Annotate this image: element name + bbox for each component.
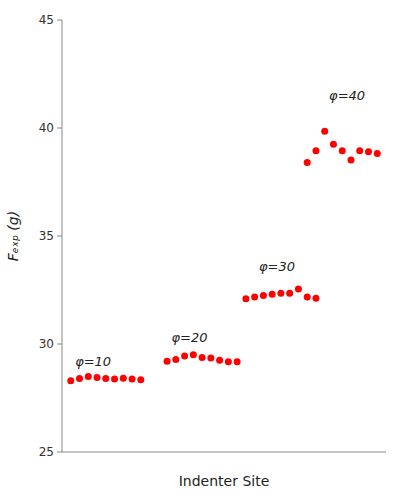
point — [347, 156, 354, 163]
points — [67, 128, 380, 384]
point — [312, 295, 319, 302]
point — [129, 375, 136, 382]
y-tick — [57, 20, 62, 21]
point — [312, 147, 319, 154]
point — [85, 373, 92, 380]
point — [321, 128, 328, 135]
annotation: φ=30 — [259, 259, 295, 274]
y-tick — [57, 236, 62, 237]
point — [295, 285, 302, 292]
y-tick — [57, 344, 62, 345]
point — [137, 376, 144, 383]
x-axis-label: Indenter Site — [179, 473, 270, 489]
annotation: φ=40 — [329, 88, 365, 103]
point — [181, 352, 188, 359]
annotation: φ=20 — [171, 330, 207, 345]
y-tick-label: 45 — [39, 13, 54, 27]
point — [365, 148, 372, 155]
point — [102, 375, 109, 382]
point — [67, 377, 74, 384]
point — [111, 375, 118, 382]
y-tick-label: 35 — [39, 229, 54, 243]
point — [251, 293, 258, 300]
x-axis-line — [62, 452, 386, 453]
point — [225, 358, 232, 365]
point — [172, 356, 179, 363]
y-tick-label: 25 — [39, 445, 54, 459]
point — [269, 291, 276, 298]
point — [339, 147, 346, 154]
point — [330, 141, 337, 148]
y-tick — [57, 128, 62, 129]
point — [76, 375, 83, 382]
point — [277, 290, 284, 297]
annotation: φ=10 — [75, 354, 111, 369]
y-tick-label: 40 — [39, 121, 54, 135]
point — [304, 293, 311, 300]
point — [374, 150, 381, 157]
point — [164, 358, 171, 365]
chart: 25 30 35 40 45 Indenter Site Fₑₓₚ (g) φ=10 φ=20 φ… — [0, 0, 401, 500]
y-tick-label: 30 — [39, 337, 54, 351]
point — [234, 358, 241, 365]
point — [199, 354, 206, 361]
point — [190, 351, 197, 358]
y-axis-label: Fₑₓₚ (g) — [5, 211, 21, 261]
point — [120, 375, 127, 382]
point — [207, 355, 214, 362]
point — [286, 290, 293, 297]
point — [242, 295, 249, 302]
point — [216, 357, 223, 364]
point — [260, 292, 267, 299]
point — [304, 159, 311, 166]
point — [356, 147, 363, 154]
point — [94, 374, 101, 381]
y-tick — [57, 452, 62, 453]
